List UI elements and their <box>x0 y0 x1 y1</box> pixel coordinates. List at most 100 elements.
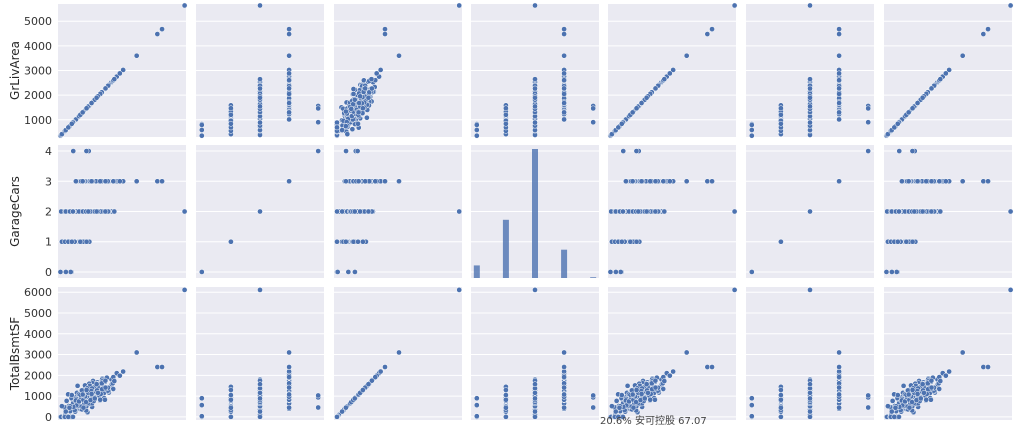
scatter-point <box>112 378 117 383</box>
scatter-point <box>81 405 86 410</box>
hist-bar <box>590 277 596 278</box>
scatter-point <box>613 269 618 274</box>
scatter-point <box>103 209 108 214</box>
scatter-point <box>257 95 262 100</box>
scatter-point <box>684 350 689 355</box>
scatter-point <box>645 390 650 395</box>
scatter-point <box>355 121 360 126</box>
scatter-point <box>343 239 348 244</box>
scatter-point <box>621 148 626 153</box>
scatter-point <box>503 405 508 410</box>
scatter-point <box>159 179 164 184</box>
scatter-point <box>66 414 71 419</box>
scatter-point <box>286 78 291 83</box>
panel-r0-c5 <box>746 3 874 138</box>
scatter-point <box>103 86 108 91</box>
scatter-point <box>619 392 624 397</box>
scatter-point <box>199 122 204 127</box>
scatter-point <box>503 387 508 392</box>
scatter-point <box>199 133 204 138</box>
scatter-point <box>866 405 871 410</box>
scatter-point <box>807 77 812 82</box>
scatter-point <box>943 71 948 76</box>
scatter-point <box>630 110 635 115</box>
scatter-point <box>985 27 990 32</box>
scatter-point <box>915 179 920 184</box>
scatter-point <box>503 392 508 397</box>
scatter-point <box>59 404 64 409</box>
scatter-point <box>89 100 94 105</box>
scatter-point <box>836 117 841 122</box>
scatter-point <box>84 387 89 392</box>
scatter-point <box>778 106 783 111</box>
scatter-point <box>661 179 666 184</box>
scatter-point <box>103 179 108 184</box>
scatter-point <box>286 405 291 410</box>
scatter-point <box>648 397 653 402</box>
scatter-point <box>705 31 710 36</box>
scatter-point <box>474 133 479 138</box>
scatter-point <box>895 121 900 126</box>
scatter-point <box>286 385 291 390</box>
scatter-point <box>532 77 537 82</box>
scatter-point <box>866 148 871 153</box>
scatter-point <box>910 148 915 153</box>
scatter-point <box>117 71 122 76</box>
scatter-point <box>667 71 672 76</box>
scatter-point <box>474 127 479 132</box>
panel-r0-c3 <box>471 3 599 138</box>
panel-r0-c4 <box>608 3 737 138</box>
scatter-point <box>924 179 929 184</box>
scatter-point <box>561 27 566 32</box>
scatter-point <box>117 373 122 378</box>
panel-r0-c2 <box>334 3 462 138</box>
scatter-point <box>89 179 94 184</box>
scatter-point <box>382 364 387 369</box>
scatter-point <box>920 95 925 100</box>
scatter-point <box>358 94 363 99</box>
scatter-point <box>617 405 622 410</box>
scatter-point <box>286 86 291 91</box>
scatter-point <box>985 179 990 184</box>
scatter-point <box>910 239 915 244</box>
scatter-point <box>286 91 291 96</box>
scatter-point <box>503 121 508 126</box>
scatter-point <box>95 390 100 395</box>
scatter-point <box>904 239 909 244</box>
scatter-point <box>112 77 117 82</box>
scatter-point <box>561 350 566 355</box>
scatter-point <box>628 239 633 244</box>
scatter-point <box>662 77 667 82</box>
scatter-point <box>228 112 233 117</box>
scatter-point <box>634 239 639 244</box>
scatter-point <box>960 53 965 58</box>
scatter-point <box>630 179 635 184</box>
scatter-point <box>620 209 625 214</box>
scatter-point <box>634 387 639 392</box>
scatter-point <box>334 125 339 130</box>
scatter-point <box>503 106 508 111</box>
scatter-point <box>103 378 108 383</box>
scatter-point <box>630 392 635 397</box>
scatter-point <box>912 209 917 214</box>
scatter-point <box>894 269 899 274</box>
scatter-point <box>63 269 68 274</box>
scatter-point <box>346 269 351 274</box>
scatter-point <box>532 3 537 8</box>
scatter-point <box>667 179 672 184</box>
scatter-point <box>1008 3 1013 8</box>
scatter-point <box>257 390 262 395</box>
scatter-point <box>623 179 628 184</box>
scatter-point <box>938 77 943 82</box>
scatter-point <box>836 86 841 91</box>
scatter-point <box>732 3 737 8</box>
scatter-point <box>561 31 566 36</box>
scatter-point <box>807 95 812 100</box>
scatter-point <box>653 179 658 184</box>
scatter-point <box>778 239 783 244</box>
scatter-point <box>257 77 262 82</box>
scatter-point <box>561 110 566 115</box>
scatter-point <box>351 86 356 91</box>
